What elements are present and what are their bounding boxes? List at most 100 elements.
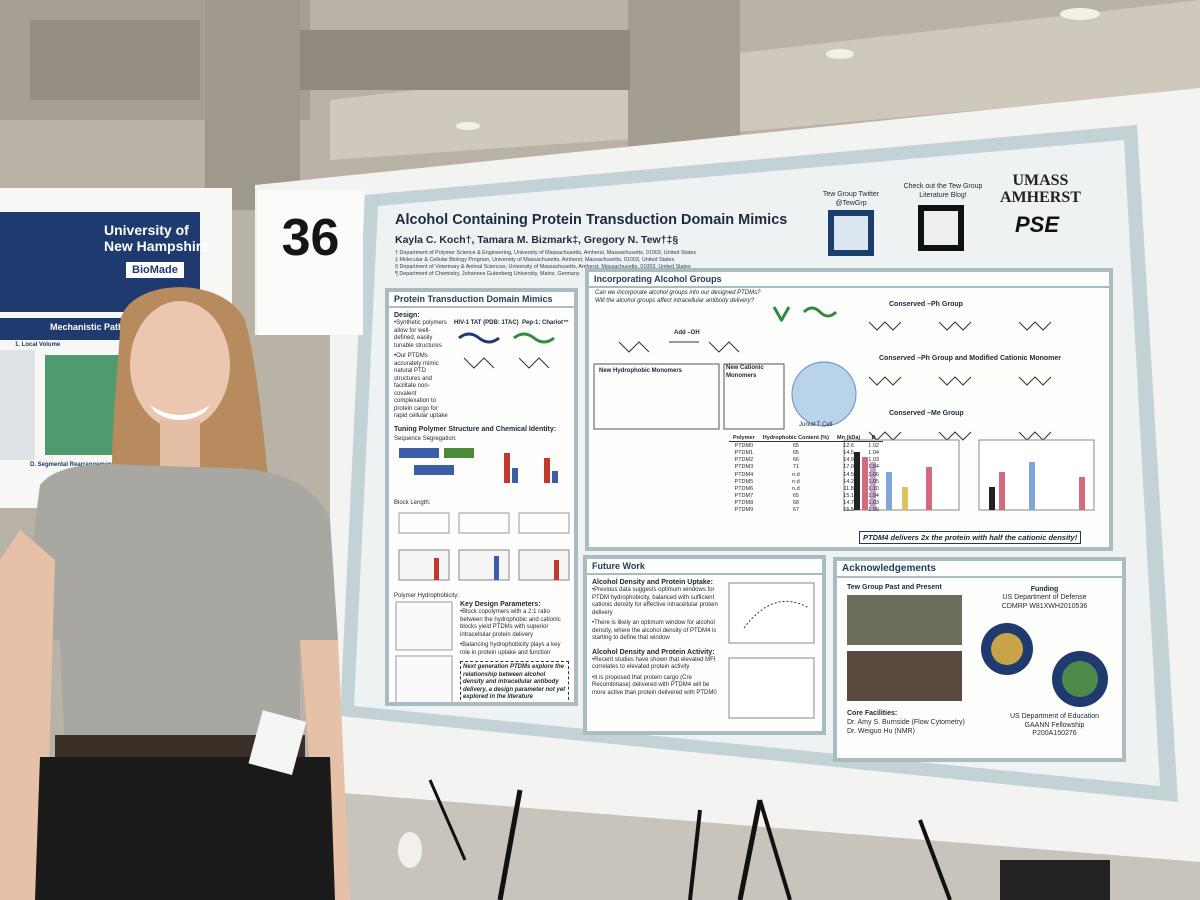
alcohol-panel: Incorporating Alcohol Groups Can we inco… xyxy=(585,268,1113,551)
panel-heading: Acknowledgements xyxy=(837,561,1122,578)
jurkat-label: Jurkat T Cell xyxy=(799,422,833,428)
figure-bar xyxy=(552,471,558,483)
figure-bar xyxy=(854,452,860,510)
table-row: PTDM4 n.d 14.5 1.06 xyxy=(729,471,883,478)
paper-cup xyxy=(398,832,422,868)
ceiling-panel xyxy=(330,0,1200,160)
figure-bar xyxy=(504,453,510,483)
table-cell: 14.5 xyxy=(843,449,854,456)
tat-label: HIV-1 TAT (PDB: 1TAC) xyxy=(454,320,519,326)
key-heading: Key Design Parameters: xyxy=(460,601,541,608)
table-row: PTDM0 65 12.6 1.02 xyxy=(729,442,883,450)
table-cell: n.d xyxy=(792,478,800,485)
table-cell: 1.04 xyxy=(868,464,879,471)
table-cell: 17.0 xyxy=(843,464,854,471)
shirt xyxy=(20,464,338,760)
table-cell: 1.03 xyxy=(868,457,879,464)
easel-leg xyxy=(688,809,702,900)
figure-bar xyxy=(1079,477,1085,510)
question: Will the alcohol groups affect intracell… xyxy=(595,297,755,304)
figure-bar xyxy=(989,487,995,510)
table-cell: 66 xyxy=(792,457,799,464)
table-row: PTDM9 67 15.5 1.06 xyxy=(729,507,883,514)
ceiling-light xyxy=(1060,8,1100,20)
mini-chart xyxy=(728,582,815,644)
figure-bar xyxy=(862,457,868,510)
seals xyxy=(981,623,1108,707)
funding-heading: Funding xyxy=(1030,586,1059,593)
structure-box xyxy=(458,512,510,533)
affiliations: † Department of Polymer Science & Engine… xyxy=(395,250,820,278)
ceiling-light xyxy=(456,122,480,130)
twitter-handle: @TewGrp xyxy=(835,200,867,207)
question: Can we incorporate alcohol groups into o… xyxy=(595,290,761,296)
table-row: PTDM1 65 14.5 1.04 xyxy=(729,449,883,456)
table-cell: PTDM2 xyxy=(734,457,754,464)
key-bullet: •Block copolymers with a 2:1 ratio betwe… xyxy=(460,609,561,638)
table-cell: 1.04 xyxy=(868,449,879,456)
group-label: Conserved –Me Group xyxy=(889,410,964,417)
umass-logo: UMASS AMHERST xyxy=(1000,172,1081,206)
key-bullet: •Balancing hydrophobicity plays a key ro… xyxy=(460,642,561,656)
panel-heading: Future Work xyxy=(587,559,822,575)
table-cell: 1.03 xyxy=(868,500,879,507)
table-cell: 68 xyxy=(792,500,799,507)
structures xyxy=(868,321,1052,441)
railing xyxy=(30,20,200,100)
table-row: PTDM7 65 15.1 1.04 xyxy=(729,493,883,500)
easel-leg xyxy=(918,819,952,900)
conclusion: PTDM4 delivers 2x the protein with half … xyxy=(859,531,1082,544)
affiliation: † Department of Polymer Science & Engine… xyxy=(395,250,697,256)
structure xyxy=(868,431,1052,441)
column xyxy=(205,0,300,210)
polymer-table: Polymer Hydrophobic Content (%) Mn (kDa) Đ P… xyxy=(729,434,883,514)
neighbor-item: D. Segmental Rearrangement xyxy=(30,462,114,468)
table-cell: 15.5 xyxy=(843,507,854,514)
protein-icon xyxy=(772,306,838,322)
figure-bar xyxy=(434,557,439,580)
figure-bar xyxy=(494,555,499,580)
structure xyxy=(868,321,1052,331)
add-oh: Add –OH xyxy=(674,330,700,336)
mini-chart xyxy=(978,439,1095,511)
affiliation: ¶ Department of Chemistry, Johannes Gute… xyxy=(395,271,580,277)
pants xyxy=(35,757,335,900)
block xyxy=(399,448,439,458)
group-label: Conserved –Ph Group and Modified Cationi… xyxy=(879,355,1062,362)
table-cell: 1.06 xyxy=(868,507,879,514)
core-heading: Core Facilities: xyxy=(847,710,898,717)
funding-line: CDMRP W81XWH2010536 xyxy=(1001,602,1088,610)
poster-header: Alcohol Containing Protein Transduction … xyxy=(395,212,820,278)
easel-leg xyxy=(737,799,763,900)
next-gen-note: Next generation PTDMs explore the relati… xyxy=(460,661,569,702)
blog-text: Check out the Tew Group xyxy=(903,183,983,190)
education-line: P200A150276 xyxy=(1032,730,1077,737)
group-photo xyxy=(847,595,962,645)
design-bullet: •Synthetic polymers allow for well-defin… xyxy=(394,320,447,349)
poster-title: Alcohol Containing Protein Transduction … xyxy=(395,212,788,228)
blog-text: Literature Blog! xyxy=(919,192,967,199)
ed-seal xyxy=(1062,661,1098,697)
table-cell: 1.04 xyxy=(868,493,879,500)
mini-chart xyxy=(398,549,450,580)
panel-heading: Incorporating Alcohol Groups xyxy=(589,272,1109,288)
qr-code xyxy=(924,211,958,245)
future-bullet: •It is proposed that protein cargo (Cre … xyxy=(592,674,717,696)
panel-heading: Protein Transduction Domain Mimics xyxy=(389,292,574,308)
easel-leg xyxy=(497,789,523,900)
table-cell: 14.5 xyxy=(843,471,854,478)
twitter-label: Tew Group Twitter @TewGrp xyxy=(815,190,887,208)
table-header-cell: Polymer xyxy=(729,434,759,443)
figure-bars xyxy=(854,452,1085,510)
core-line: Dr. Amy S. Burnside (Flow Cytometry) xyxy=(847,719,965,726)
twitter-text: Tew Group Twitter xyxy=(822,191,880,198)
trend xyxy=(743,600,809,629)
group-photos xyxy=(847,595,962,701)
hydrophobic-monomers: New Hydrophobic Monomers xyxy=(599,368,683,374)
table-cell: 65 xyxy=(792,449,799,456)
neck xyxy=(160,420,200,475)
easel-leg xyxy=(428,779,467,861)
bag xyxy=(1000,860,1110,900)
ptdm-panel: Protein Transduction Domain Mimics Desig… xyxy=(385,288,578,706)
mini-chart xyxy=(728,657,815,719)
